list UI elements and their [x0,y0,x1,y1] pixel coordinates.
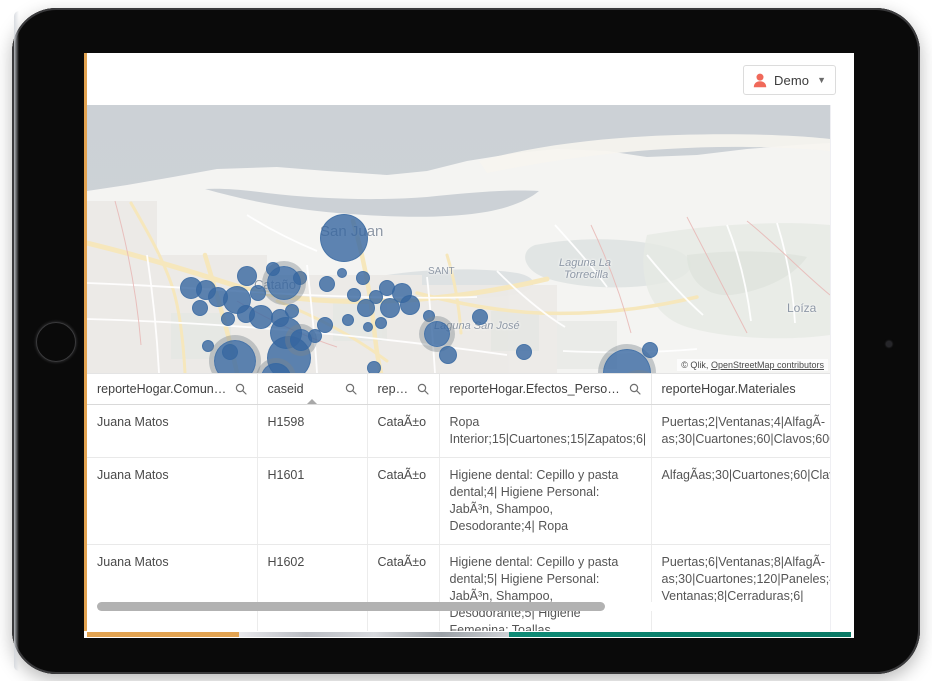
table-row[interactable]: Juana Matos H1602 CataÃ±o Higiene dental: C… [87,544,830,631]
peek-orange-bar [87,632,239,637]
openstreetmap-link[interactable]: OpenStreetMap contributors [710,360,824,370]
table-cell[interactable]: Higiene dental: Cepillo y pasta dental;5… [439,544,652,631]
device-bezel-highlight [14,11,19,671]
map-bubble[interactable] [266,262,280,276]
horizontal-scrollbar-track[interactable] [87,602,830,611]
map-bubble[interactable] [319,276,335,292]
front-camera-icon [886,341,892,347]
tablet-screen: Demo ▼ [84,53,854,638]
table-cell[interactable]: Higiene dental: Cepillo y pasta dental;4… [439,457,652,545]
search-icon[interactable] [345,383,357,395]
map-bubble[interactable] [320,214,368,262]
map-bubble[interactable] [192,300,208,316]
table-body: Juana Matos H1598 CataÃ±o Ropa Interior;15|… [87,404,830,631]
map-bubble[interactable] [356,271,370,285]
map-bubble[interactable] [222,344,238,360]
table-cell[interactable]: Juana Matos [87,457,258,545]
map-bubble[interactable] [317,317,333,333]
home-button[interactable] [36,322,76,362]
map-bubble[interactable] [237,266,257,286]
table-column-header[interactable]: reporteHogar.Comunidad [87,374,258,405]
table-cell[interactable]: Juana Matos [87,544,258,631]
table-cell[interactable]: CataÃ±o [367,544,440,631]
table-column-header-label: caseid [267,381,304,396]
app-left-accent-bar [84,53,87,631]
table-column-header[interactable]: reporteHogar.Efectos_Personales [439,374,652,405]
table-header: reporteHogar.Comunidad caseid repo... repor… [87,374,830,405]
data-table: reporteHogar.Comunidad caseid repo... repor… [87,374,830,631]
table-cell[interactable]: H1602 [257,544,368,631]
map-visualization[interactable]: San JuanCatañoSANTLaguna LaTorrecillaLag… [87,105,830,373]
right-side-rail [830,105,854,631]
peek-teal-bar [509,632,851,637]
table-cell[interactable]: H1598 [257,404,368,458]
data-table-panel: reporteHogar.Comunidad caseid repo... repor… [87,373,830,631]
map-bubble[interactable] [342,314,354,326]
map-bubble[interactable] [337,268,347,278]
table-column-header-label: repo... [377,381,411,396]
chevron-down-icon: ▼ [817,74,826,85]
table-header-row: reporteHogar.Comunidad caseid repo... repor… [87,374,830,405]
map-bubble[interactable] [423,310,435,322]
map-bubble[interactable] [221,312,235,326]
map-bubble[interactable] [472,309,488,325]
table-row[interactable]: Juana Matos H1598 CataÃ±o Ropa Interior;15|… [87,404,830,458]
search-icon[interactable] [417,383,429,395]
table-column-header-label: reporteHogar.Efectos_Personales [449,381,623,396]
map-bubble[interactable] [424,321,450,347]
map-bubble[interactable] [375,317,387,329]
table-cell[interactable]: Ropa Interior;15|Cuartones;15|Zapatos;6| [439,404,652,458]
table-column-header[interactable]: repo... [367,374,440,405]
map-bubble[interactable] [439,346,457,364]
table-column-header[interactable]: reporteHogar.Materiales [651,374,830,405]
map-bubble[interactable] [347,288,361,302]
next-screen-peek [84,631,854,638]
table-cell[interactable]: Puertas;6|Ventanas;8|AlfagÃ­as;30|Cuarto… [651,544,830,631]
table-column-header[interactable]: caseid [257,374,368,405]
map-bubble[interactable] [250,285,266,301]
map-bubble[interactable] [380,298,400,318]
map-bubble[interactable] [516,344,532,360]
map-attribution-prefix: © Qlik, [681,360,709,370]
table-cell[interactable]: Puertas;2|Ventanas;4|AlfagÃ­as;30|Cuarto… [651,404,830,458]
map-bubble[interactable] [202,340,214,352]
table-scroll-region[interactable]: reporteHogar.Comunidad caseid repo... repor… [87,374,830,631]
sort-ascending-icon [307,398,317,403]
user-menu-label: Demo [774,72,810,88]
person-icon [753,73,767,88]
table-column-header-label: reporteHogar.Comunidad [97,381,229,396]
map-bubble[interactable] [363,322,373,332]
map-basemap [87,105,830,373]
app-top-bar: Demo ▼ [87,53,854,105]
map-bubble[interactable] [367,361,381,373]
table-cell[interactable]: Juana Matos [87,404,258,458]
tablet-device-frame: Demo ▼ [12,8,920,674]
map-bubble[interactable] [400,295,420,315]
table-row[interactable]: Juana Matos H1601 CataÃ±o Higiene dental: C… [87,457,830,545]
map-bubble[interactable] [285,304,299,318]
map-bubble[interactable] [308,329,322,343]
table-cell[interactable]: H1601 [257,457,368,545]
search-icon[interactable] [629,383,641,395]
map-bubble[interactable] [357,299,375,317]
search-icon[interactable] [235,383,247,395]
peek-grey-bar [239,632,509,637]
table-cell[interactable]: AlfagÃ­as;30|Cuartones;60|Clavos;600|T [651,457,830,545]
map-bubble[interactable] [249,305,273,329]
horizontal-scrollbar-thumb[interactable] [97,602,605,611]
map-bubble[interactable] [369,290,383,304]
map-attribution: © Qlik, OpenStreetMap contributors [677,359,828,371]
table-cell[interactable]: CataÃ±o [367,457,440,545]
map-bubble[interactable] [180,277,202,299]
table-cell[interactable]: CataÃ±o [367,404,440,458]
table-column-header-label: reporteHogar.Materiales [661,381,796,396]
user-menu-button[interactable]: Demo ▼ [743,65,836,95]
map-bubble[interactable] [642,342,658,358]
